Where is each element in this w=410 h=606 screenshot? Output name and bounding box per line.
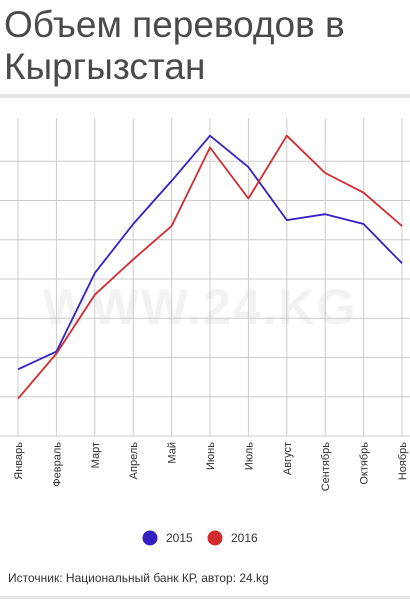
title-divider bbox=[0, 94, 410, 98]
watermark: WWW.24.KG bbox=[42, 279, 357, 335]
bottom-divider bbox=[0, 596, 410, 599]
x-tick-label: Июнь bbox=[205, 442, 217, 470]
grid bbox=[0, 118, 410, 437]
x-tick-label: Апрель bbox=[128, 442, 140, 480]
x-tick-label: Сентябрь bbox=[320, 442, 332, 492]
legend-label: 2015 bbox=[166, 531, 193, 545]
x-tick-label: Март bbox=[90, 442, 102, 468]
legend-marker bbox=[142, 530, 158, 546]
x-tick-label: Ноябрь bbox=[397, 442, 409, 480]
x-axis-labels: Январь Февраль Март Апрель Май Июнь Июль Август… bbox=[13, 442, 409, 492]
x-tick-label: Июль bbox=[243, 442, 255, 470]
source-note: Источник: Национальный банк КР, автор: 2… bbox=[8, 571, 269, 585]
series-line-2016 bbox=[17, 134, 403, 400]
legend: 2015 2016 bbox=[142, 530, 258, 546]
series-line-2015 bbox=[17, 134, 403, 371]
watermark-text: WWW.24.KG bbox=[42, 279, 357, 335]
series-lines bbox=[17, 134, 403, 400]
legend-marker bbox=[207, 530, 223, 546]
x-tick-label: Май bbox=[167, 442, 179, 464]
x-tick-label: Август bbox=[282, 442, 294, 475]
chart-title: Объем переводов в Кыргызстан bbox=[4, 4, 345, 87]
legend-item-2016: 2016 bbox=[207, 530, 258, 546]
x-tick-label: Октябрь bbox=[359, 442, 371, 485]
line-chart: WWW.24.KG Январь Февраль Март Апрель Май Июнь… bbox=[0, 118, 410, 546]
x-tick-label: Февраль bbox=[51, 442, 63, 487]
legend-item-2015: 2015 bbox=[142, 530, 193, 546]
legend-label: 2016 bbox=[231, 531, 258, 545]
x-tick-label: Январь bbox=[13, 442, 25, 480]
